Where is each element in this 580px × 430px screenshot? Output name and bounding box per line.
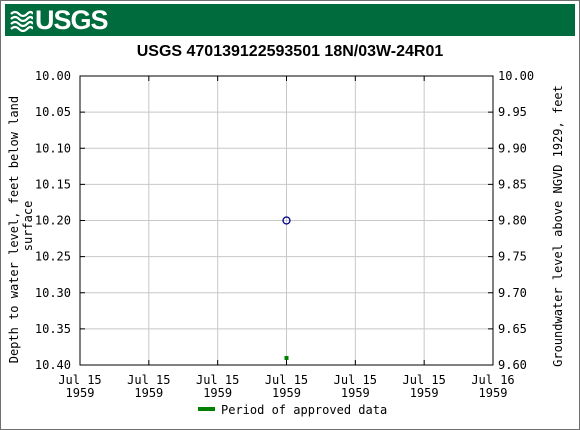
y-left-tick-label: 10.35 — [35, 322, 71, 336]
y-right-tick-label: 9.95 — [498, 105, 527, 119]
y-right-tick-label: 9.70 — [498, 286, 527, 300]
x-tick-label: Jul 15 1959 — [196, 373, 239, 400]
y-axis-right-label: Groundwater level above NGVD 1929, feet — [551, 85, 565, 367]
y-right-tick-label: 9.75 — [498, 250, 527, 264]
y-left-tick-label: 10.05 — [35, 105, 71, 119]
x-tick-label: Jul 15 1959 — [265, 373, 308, 400]
usgs-banner: USGS — [5, 4, 575, 36]
y-left-tick-label: 10.10 — [35, 141, 71, 155]
y-right-tick-label: 9.85 — [498, 177, 527, 191]
usgs-logo[interactable]: USGS — [9, 5, 109, 35]
y-axis-right: 10.00 9.95 9.90 9.85 9.80 9.75 9.70 9.65 9.60 — [488, 69, 534, 372]
y-left-tick-label: 10.40 — [35, 358, 71, 372]
grid-lines — [80, 76, 493, 365]
data-point — [282, 216, 291, 225]
y-left-tick-label: 10.00 — [35, 69, 71, 83]
x-tick-label: Jul 15 1959 — [127, 373, 170, 400]
x-tick-label: Jul 16 1959 — [471, 373, 514, 400]
y-left-tick-label: 10.15 — [35, 177, 71, 191]
y-axis-left-label: Depth to water level, feet below land su… — [7, 89, 35, 364]
approved-period-bar — [284, 356, 289, 360]
data-marks — [282, 216, 291, 360]
y-right-tick-label: 9.90 — [498, 141, 527, 155]
x-axis: Jul 15 1959 Jul 15 1959 Jul 15 1959 Jul 15 1959… — [58, 76, 515, 400]
y-right-tick-label: 10.00 — [498, 69, 534, 83]
chart-title: USGS 470139122593501 18N/03W-24R01 — [136, 43, 444, 60]
legend: Period of approved data — [198, 403, 387, 417]
usgs-logo-text: USGS — [35, 5, 109, 35]
legend-label: Period of approved data — [221, 403, 387, 417]
legend-swatch — [198, 407, 215, 411]
x-tick-label: Jul 15 1959 — [402, 373, 445, 400]
y-axis-left: 10.00 10.05 10.10 10.15 10.20 10.25 10.30 10.35… — [35, 69, 85, 372]
y-left-tick-label: 10.30 — [35, 286, 71, 300]
x-tick-label: Jul 15 1959 — [58, 373, 101, 400]
y-right-tick-label: 9.65 — [498, 322, 527, 336]
x-tick-label: Jul 15 1959 — [334, 373, 377, 400]
y-left-tick-label: 10.20 — [35, 214, 71, 228]
usgs-wave-icon — [9, 8, 33, 32]
y-right-tick-label: 9.60 — [498, 358, 527, 372]
y-right-tick-label: 9.80 — [498, 214, 527, 228]
y-left-tick-label: 10.25 — [35, 250, 71, 264]
